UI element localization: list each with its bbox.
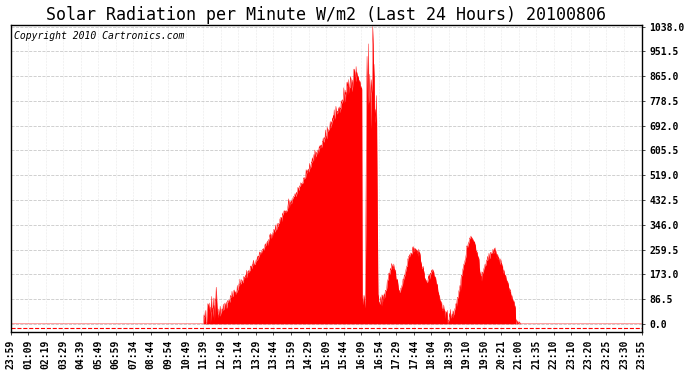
Text: Copyright 2010 Cartronics.com: Copyright 2010 Cartronics.com (14, 31, 184, 41)
Title: Solar Radiation per Minute W/m2 (Last 24 Hours) 20100806: Solar Radiation per Minute W/m2 (Last 24… (46, 6, 606, 24)
